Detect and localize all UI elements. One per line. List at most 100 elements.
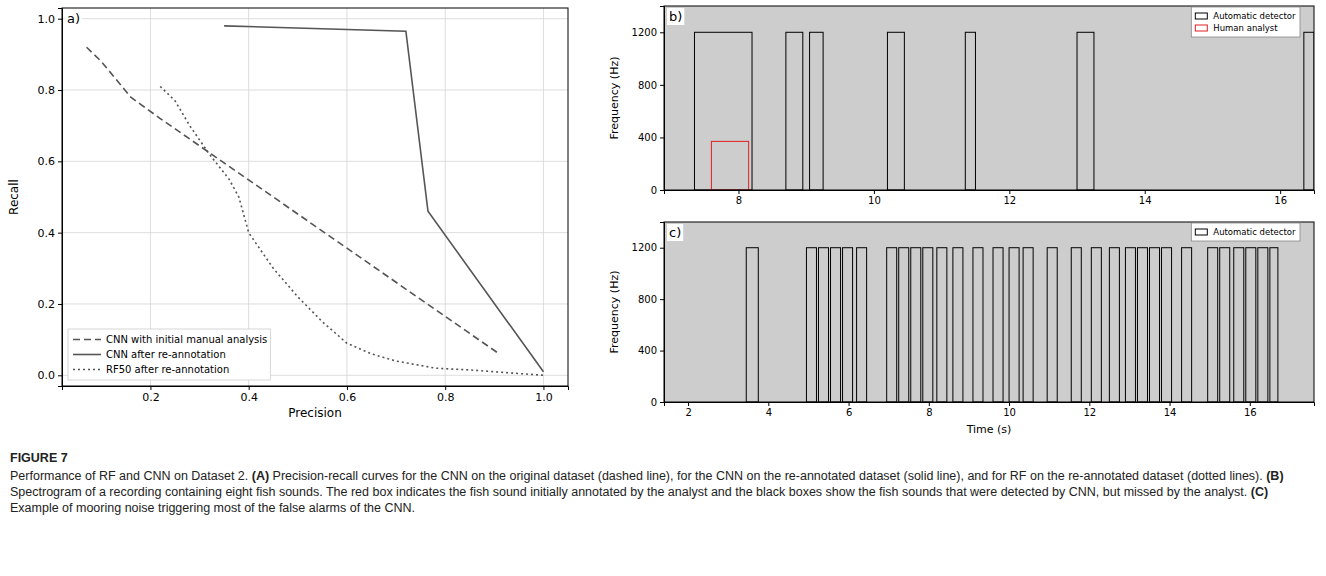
detection-box [899, 248, 909, 402]
y-tick: 0.6 [38, 155, 63, 168]
x-tick-mark [768, 402, 769, 406]
legend-swatch [73, 354, 101, 356]
detection-box [1208, 248, 1218, 402]
caption-part: Spectrogram of a recording containing ei… [10, 485, 1251, 499]
panel: 24681012141604008001200Time (s)Frequency… [608, 222, 1315, 436]
x-axis-line [665, 403, 1315, 407]
caption-part: (A) [252, 469, 269, 483]
detection-box [911, 248, 921, 402]
y-axis: 0 400 800 1200 [632, 223, 665, 408]
plot-frame [62, 8, 568, 386]
detection-box [806, 248, 816, 402]
y-tick-label: 0.2 [38, 298, 56, 311]
y-tick: 0.2 [38, 298, 63, 311]
x-tick-label: 16 [1274, 195, 1287, 206]
x-tick-mark [1009, 190, 1010, 194]
x-tick-label: 10 [868, 195, 881, 206]
x-tick-mark [249, 386, 250, 390]
detection-box [746, 248, 758, 402]
panel-label-group: b) [667, 8, 684, 25]
y-tick: 400 [638, 345, 664, 356]
y-tick-mark [58, 19, 62, 20]
y-tick-label: 0.8 [38, 84, 56, 97]
y-tick-label: 0.6 [38, 155, 56, 168]
y-tick: 400 [638, 132, 664, 143]
plot-frame [664, 6, 1314, 190]
panel-label: b) [669, 9, 682, 24]
x-axis-line [63, 387, 569, 391]
x-tick-label: 14 [1139, 195, 1152, 206]
y-tick-label: 1.0 [38, 13, 56, 26]
x-tick-mark [1250, 402, 1251, 406]
x-tick-mark [688, 402, 689, 406]
caption-block: FIGURE 7 Performance of RF and CNN on Da… [10, 450, 1310, 516]
x-axis-title: Precision [288, 406, 342, 420]
legend-background [68, 329, 270, 380]
detection-box [1109, 248, 1119, 402]
x-tick-label: 0.2 [142, 391, 160, 404]
grid-line-y [62, 161, 568, 162]
x-tick-label: 14 [1164, 407, 1177, 418]
x-tick-mark [1009, 402, 1010, 406]
grid-line-x [543, 8, 544, 386]
detection-box [843, 248, 853, 402]
detection-box [973, 248, 983, 402]
caption-part: Precision-recall curves for the CNN on t… [269, 469, 1266, 483]
x-tick-label: 12 [1003, 195, 1016, 206]
detection-box [786, 32, 803, 190]
detection-box [1071, 248, 1081, 402]
caption-part: (B) [1266, 469, 1283, 483]
x-tick-mark [1089, 402, 1090, 406]
x-tick-mark [150, 386, 151, 390]
y-tick-mark [58, 304, 62, 305]
legend-label: Automatic detector [1213, 227, 1296, 237]
y-tick-mark [58, 375, 62, 376]
y-axis-title: Frequency (Hz) [608, 271, 621, 354]
caption-label: FIGURE 7 [10, 450, 1310, 466]
panel: 81012141604008001200Frequency (Hz)b) [608, 6, 1315, 206]
detection-box [887, 32, 904, 190]
x-tick-label: 2 [685, 407, 691, 418]
x-tick-mark [738, 190, 739, 194]
x-tick-label: 8 [926, 407, 932, 418]
x-tick: 4 [766, 402, 772, 418]
detection-box [1162, 248, 1172, 402]
legend-label: CNN with initial manual analysis [106, 334, 267, 345]
x-tick: 0.2 [142, 386, 160, 404]
y-tick-mark [660, 137, 664, 138]
y-tick-mark [58, 233, 62, 234]
y-tick-label: 1200 [632, 242, 657, 253]
legend-swatch [1195, 229, 1207, 235]
x-tick-mark [347, 386, 348, 390]
y-axis-title: Frequency (Hz) [608, 57, 621, 140]
x-tick-mark [1280, 190, 1281, 194]
series-line [224, 26, 543, 372]
panel: 0.20.40.60.81.00.00.20.40.60.81.0Precisi… [7, 8, 569, 420]
x-tick-label: 0.4 [240, 391, 258, 404]
caption-part: (C) [1251, 485, 1268, 499]
legend-label: RF50 after re-annotation [106, 364, 229, 375]
detection-box [953, 248, 963, 402]
detection-box [1304, 32, 1314, 190]
y-tick: 1.0 [38, 13, 63, 26]
detection-box [993, 248, 1003, 402]
grid [62, 8, 568, 386]
y-tick-label: 0 [651, 397, 657, 408]
y-axis-line [58, 9, 63, 387]
x-axis-line [665, 191, 1315, 195]
detection-box [1047, 248, 1057, 402]
legend: Automatic detector [1191, 223, 1300, 241]
y-tick-label: 800 [638, 294, 657, 305]
y-tick: 0.8 [38, 84, 63, 97]
grid-line-x [445, 8, 446, 386]
y-tick: 800 [638, 294, 664, 305]
x-tick-label: 4 [766, 407, 772, 418]
x-tick: 14 [1139, 190, 1152, 206]
panel-label-background [65, 10, 82, 27]
legend-label: CNN after re-annotation [106, 349, 226, 360]
detection-box [857, 248, 867, 402]
x-tick-mark [543, 386, 544, 390]
spectrogram-background [664, 6, 1314, 190]
detection-box [1234, 248, 1244, 402]
detection-box [1091, 248, 1101, 402]
